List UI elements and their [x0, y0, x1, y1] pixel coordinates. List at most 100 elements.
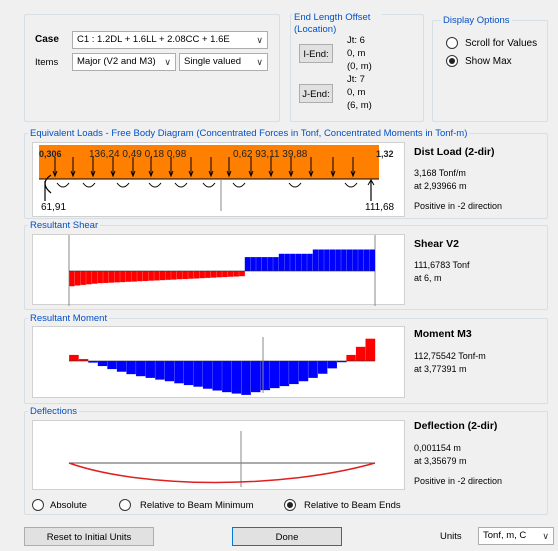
- moment-bar: [88, 360, 99, 363]
- deflection-group: [24, 411, 548, 515]
- shear-bar: [312, 249, 319, 272]
- case-dropdown-value: C1 : 1.2DL + 1.6LL + 2.08CC + 1.6E: [77, 34, 230, 45]
- moment-plot: [32, 326, 405, 398]
- equiv-loads-title: Equivalent Loads - Free Body Diagram (Co…: [28, 127, 470, 140]
- shear-bar: [187, 270, 195, 279]
- shear-bar: [153, 270, 161, 281]
- jend-button[interactable]: J-End:: [299, 84, 333, 103]
- show-max-radio[interactable]: [446, 55, 458, 67]
- shear-bar: [131, 270, 138, 282]
- show-max-label[interactable]: Show Max: [465, 56, 512, 67]
- moment-arc: [82, 182, 96, 188]
- moment-group: [24, 318, 548, 404]
- distributed-load-fill: [39, 145, 379, 179]
- shear-bar: [170, 270, 178, 280]
- load-arrow-head: [130, 170, 136, 178]
- shear-bar: [68, 270, 76, 287]
- end-offset-title: End Length Offset (Location): [292, 12, 382, 36]
- shear-bar: [329, 249, 336, 272]
- reset-units-button[interactable]: Reset to Initial Units: [24, 527, 154, 546]
- deflection-curve: [68, 462, 376, 484]
- shear-diagram: [68, 235, 376, 306]
- moment-arc: [288, 182, 302, 188]
- shear-bar: [102, 270, 110, 284]
- shear-bar: [352, 249, 359, 272]
- shear-bar: [238, 270, 246, 277]
- shear-bar: [255, 256, 263, 272]
- items-dropdown[interactable]: Major (V2 and M3) ∨: [72, 53, 176, 71]
- case-dropdown[interactable]: C1 : 1.2DL + 1.6LL + 2.08CC + 1.6E ∨: [72, 31, 268, 49]
- shear-bar: [114, 270, 121, 283]
- left-reaction-value: 61,91: [41, 202, 67, 213]
- relative-ends-label[interactable]: Relative to Beam Ends: [304, 500, 401, 511]
- j-offset: 0, m: [347, 87, 366, 98]
- load-arrow-head: [226, 170, 232, 178]
- moment-bar: [68, 354, 79, 362]
- load-arrow-head: [288, 170, 294, 178]
- moment-bar: [145, 360, 156, 379]
- absolute-radio[interactable]: [32, 499, 44, 511]
- moment-title: Resultant Moment: [28, 312, 110, 325]
- shear-bar: [227, 270, 234, 277]
- moment-bar: [298, 360, 309, 382]
- moment-bar: [107, 360, 118, 370]
- i-joint: Jt: 6: [347, 35, 365, 46]
- load-arrow-head: [268, 170, 274, 178]
- chevron-down-icon: ∨: [256, 57, 263, 67]
- scroll-values-label[interactable]: Scroll for Values: [465, 38, 538, 49]
- i-offset: 0, m: [347, 48, 366, 59]
- deflection-info-direction: Positive in -2 direction: [414, 476, 503, 486]
- moment-info-value: 112,75542 Tonf-m: [414, 351, 486, 361]
- moment-bar: [260, 360, 271, 391]
- shear-bar: [216, 270, 223, 278]
- moment-bar: [307, 360, 319, 379]
- shear-bar: [176, 270, 183, 280]
- shear-bar: [346, 249, 353, 272]
- shear-bar: [85, 270, 93, 285]
- shear-title: Resultant Shear: [28, 219, 101, 232]
- fbd-top-values-2: 0,62 93,11 39,88: [233, 149, 308, 160]
- chevron-down-icon: ∨: [164, 57, 171, 67]
- dist-load-title: Dist Load (2-dir): [414, 146, 495, 158]
- scroll-values-radio[interactable]: [446, 37, 458, 49]
- moment-diagram: [68, 337, 376, 396]
- relative-min-radio[interactable]: [119, 499, 131, 511]
- relative-ends-radio[interactable]: [284, 499, 296, 511]
- fbd-top-right-value: 1,32: [376, 149, 394, 159]
- moment-bar: [135, 360, 146, 377]
- shear-group: [24, 225, 548, 310]
- shear-bar: [289, 253, 297, 272]
- moment-arc: [202, 182, 216, 188]
- case-group: [24, 14, 280, 122]
- shear-bar: [221, 270, 229, 278]
- case-label: Case: [35, 34, 59, 45]
- valued-dropdown[interactable]: Single valued ∨: [179, 53, 268, 71]
- shear-bar: [91, 270, 98, 284]
- moment-bar: [241, 360, 252, 396]
- load-arrow-head: [148, 170, 154, 178]
- valued-dropdown-value: Single valued: [184, 56, 242, 67]
- shear-bar: [136, 270, 144, 282]
- relative-min-label[interactable]: Relative to Beam Minimum: [140, 500, 254, 511]
- shear-bar: [267, 256, 274, 272]
- moment-bar: [174, 360, 185, 384]
- shear-bar: [125, 270, 132, 283]
- shear-bar: [97, 270, 104, 284]
- absolute-label[interactable]: Absolute: [50, 500, 87, 511]
- chevron-down-icon: ∨: [542, 531, 549, 541]
- right-reaction-value: 111,68: [365, 202, 395, 213]
- free-body-plot: 0,306 136,24 0,49 0,18 0,98 0,62 93,11 3…: [32, 142, 405, 217]
- i-location: (0, m): [347, 61, 372, 72]
- dist-load-direction: Positive in -2 direction: [414, 201, 503, 211]
- moment-bar: [154, 360, 166, 380]
- moment-bar: [183, 360, 194, 386]
- iend-button[interactable]: I-End:: [299, 44, 333, 63]
- moment-info-at: at 3,77391 m: [414, 364, 467, 374]
- display-options-title: Display Options: [441, 14, 512, 27]
- done-button[interactable]: Done: [232, 527, 342, 546]
- shear-bar: [148, 270, 155, 281]
- shear-bar: [74, 270, 81, 286]
- deflection-title: Deflections: [28, 405, 79, 418]
- shear-bar: [357, 249, 365, 272]
- units-dropdown[interactable]: Tonf, m, C ∨: [478, 527, 554, 545]
